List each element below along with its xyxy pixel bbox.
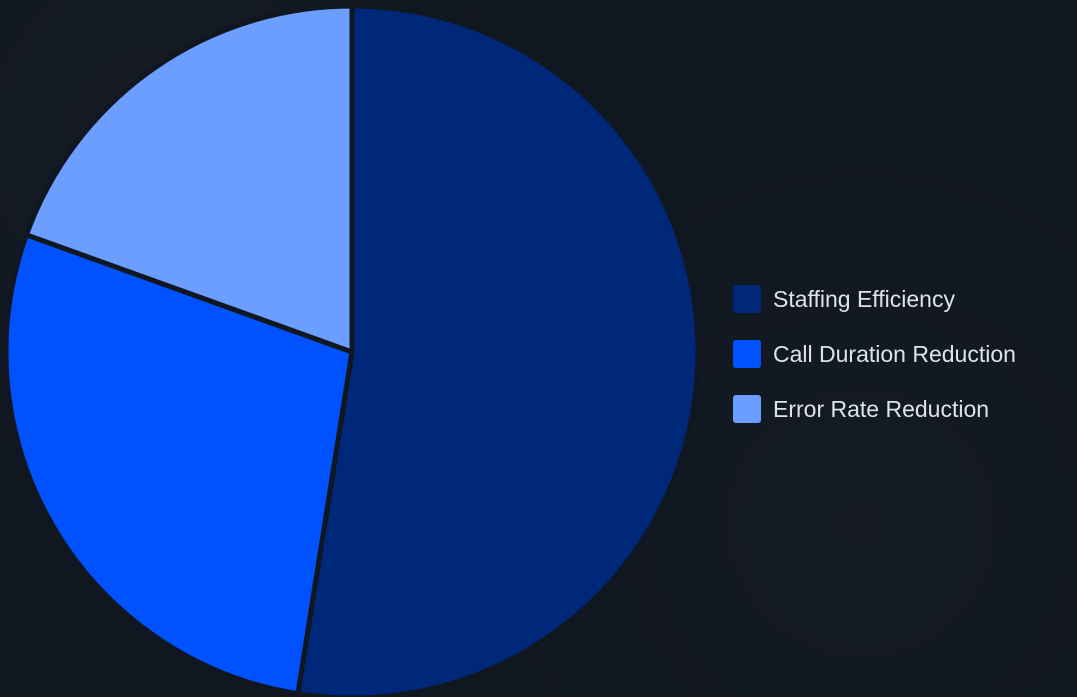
- pie-slice-error-rate-reduction[interactable]: [23, 3, 355, 355]
- legend-item-error-rate-reduction[interactable]: Error Rate Reduction: [733, 395, 1016, 423]
- legend-swatch-call-duration-reduction: [733, 340, 761, 368]
- legend-label-staffing-efficiency: Staffing Efficiency: [773, 286, 955, 312]
- legend-item-call-duration-reduction[interactable]: Call Duration Reduction: [733, 340, 1016, 368]
- legend-item-staffing-efficiency[interactable]: Staffing Efficiency: [733, 285, 1016, 313]
- legend-label-error-rate-reduction: Error Rate Reduction: [773, 396, 990, 422]
- legend-label-call-duration-reduction: Call Duration Reduction: [773, 341, 1016, 367]
- pie-slice-staffing-efficiency[interactable]: [295, 3, 701, 697]
- legend-swatch-error-rate-reduction: [733, 395, 761, 423]
- pie-slice-call-duration-reduction[interactable]: [3, 232, 355, 697]
- chart-legend: Staffing Efficiency Call Duration Reduct…: [733, 285, 1016, 450]
- legend-swatch-staffing-efficiency: [733, 285, 761, 313]
